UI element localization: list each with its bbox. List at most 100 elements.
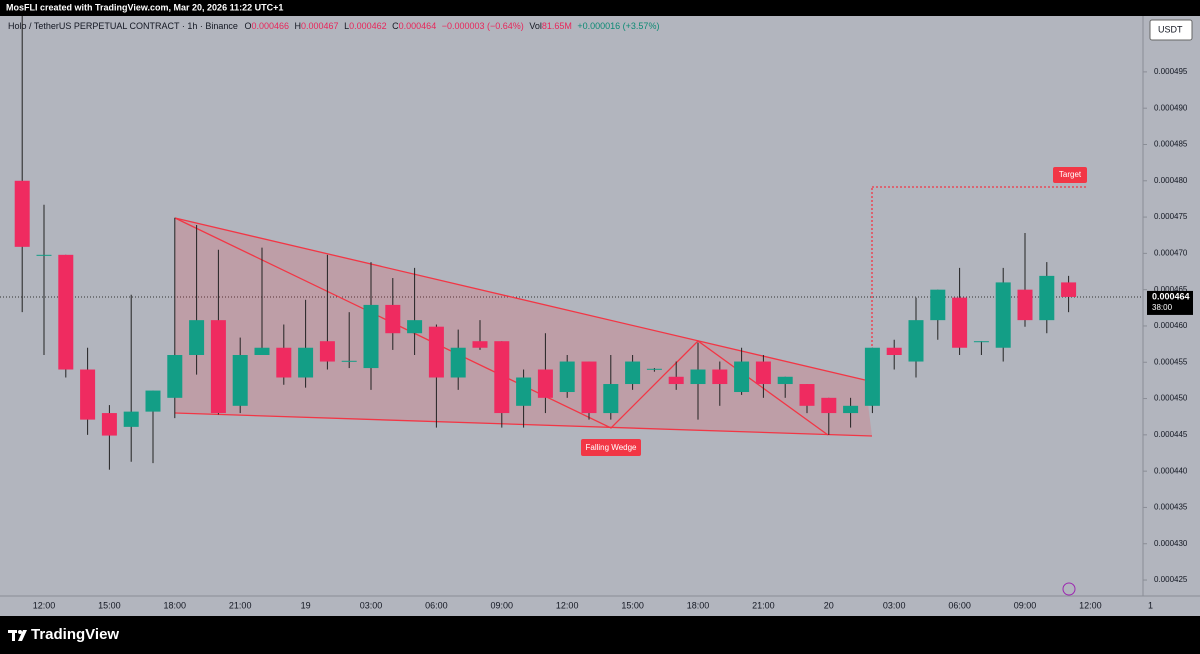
x-tick-label: 21:00 — [752, 600, 775, 610]
currency-box[interactable] — [1149, 19, 1193, 41]
candle-body — [995, 282, 1011, 348]
y-tick-label: 0.000470 — [1154, 248, 1188, 257]
candle-body — [537, 369, 553, 398]
candle-body — [864, 347, 880, 406]
y-tick-label: 0.000485 — [1154, 140, 1188, 149]
brand-logo — [8, 630, 27, 641]
wedge-label: Falling Wedge — [586, 443, 638, 452]
candle-body — [472, 341, 488, 348]
candle-body — [646, 368, 662, 370]
candle-body — [494, 341, 510, 414]
candle-body — [1017, 289, 1033, 321]
candle-body — [668, 376, 684, 385]
y-tick-label: 0.000425 — [1154, 575, 1188, 584]
legend-l-label: L — [344, 21, 349, 31]
x-tick-label: 21:00 — [229, 600, 252, 610]
legend-c-label: C — [392, 21, 399, 31]
y-tick-label: 0.000480 — [1154, 176, 1188, 185]
candle-body — [385, 304, 401, 334]
candle-body — [254, 347, 270, 355]
legend-c: 0.000464 — [399, 21, 437, 31]
candle-body — [930, 289, 946, 321]
x-tick-label: 15:00 — [621, 600, 644, 610]
y-tick-label: 0.000435 — [1154, 503, 1188, 512]
candle-body — [799, 384, 815, 406]
legend-change: −0.000003 (−0.64%) — [442, 21, 524, 31]
axes: 0.000425 0.000430 0.000435 0.000440 0.000445… — [33, 67, 1193, 610]
last-price-label: 0.000464 — [1152, 291, 1190, 301]
x-tick-label: 15:00 — [98, 600, 121, 610]
legend-vol: 81.65M — [542, 21, 572, 31]
candle-body — [210, 320, 226, 414]
brand: TradingView — [31, 626, 119, 643]
candle-body — [36, 254, 52, 256]
candle-body — [14, 180, 30, 247]
x-tick-label: 18:00 — [164, 600, 187, 610]
legend-vol-change: +0.000016 (+3.57%) — [577, 21, 659, 31]
candle-body — [821, 397, 837, 414]
candles — [14, 16, 1077, 470]
candle-body — [559, 361, 575, 393]
x-tick-label: 20 — [824, 600, 834, 610]
candle-body — [276, 347, 292, 378]
y-tick-label: 0.000465 — [1154, 285, 1188, 294]
candle-body — [428, 326, 444, 378]
candle-body — [341, 360, 357, 362]
y-tick-label: 0.000430 — [1154, 539, 1188, 548]
y-tick-label: 0.000445 — [1154, 430, 1188, 439]
candle-body — [363, 304, 379, 369]
x-tick-label: 12:00 — [556, 600, 579, 610]
top-bar — [0, 0, 1200, 16]
candle-body — [973, 341, 989, 343]
candle-body — [189, 320, 205, 355]
candle-body — [298, 347, 314, 378]
y-tick-label: 0.000460 — [1154, 321, 1188, 330]
candle-body — [843, 405, 859, 414]
legend: Holo / TetherUS PERPETUAL CONTRACT · 1h … — [8, 21, 659, 31]
target-label: Target — [1059, 170, 1082, 179]
legend-vol-label: Vol — [529, 21, 542, 31]
wedge-label-box — [581, 439, 641, 456]
candle-body — [581, 361, 597, 414]
candle-body — [101, 413, 117, 436]
legend-h: 0.000467 — [301, 21, 339, 31]
candle-body — [952, 297, 968, 348]
x-tick-label: 18:00 — [687, 600, 710, 610]
x-tick-label: 09:00 — [1014, 600, 1037, 610]
x-tick-label: 12:00 — [1079, 600, 1102, 610]
x-edge-label: 1 — [1148, 600, 1153, 610]
candle-body — [690, 369, 706, 385]
currency[interactable]: USDT — [1158, 24, 1183, 34]
legend-l: 0.000462 — [349, 21, 387, 31]
candle-body — [734, 361, 750, 393]
legend-o: 0.000466 — [251, 21, 289, 31]
legend-o-label: O — [244, 21, 251, 31]
candle-body — [232, 354, 248, 406]
x-tick-label: 03:00 — [360, 600, 383, 610]
banner: MosFLI created with TradingView.com, Mar… — [6, 2, 283, 12]
candle-body — [886, 347, 902, 355]
candle-body — [908, 320, 924, 362]
candle-body — [319, 341, 335, 362]
legend-symbol: Holo / TetherUS PERPETUAL CONTRACT · 1h … — [8, 21, 238, 31]
y-tick-label: 0.000490 — [1154, 103, 1188, 112]
x-tick-label: 06:00 — [948, 600, 971, 610]
candle-body — [407, 320, 423, 334]
candle-body — [712, 369, 728, 385]
target-label-box — [1053, 167, 1087, 183]
countdown: 38:00 — [1152, 303, 1173, 312]
candle-body — [58, 254, 74, 370]
y-tick-label: 0.000475 — [1154, 212, 1188, 221]
candle-body — [777, 376, 793, 385]
x-tick-label: 19 — [301, 600, 311, 610]
y-tick-label: 0.000450 — [1154, 394, 1188, 403]
alert-icon[interactable] — [1062, 582, 1076, 596]
candle-body — [450, 347, 466, 378]
candle-body — [80, 369, 96, 420]
legend-h-label: H — [295, 21, 302, 31]
x-tick-label: 06:00 — [425, 600, 448, 610]
x-tick-label: 03:00 — [883, 600, 906, 610]
x-tick-label: 09:00 — [491, 600, 514, 610]
